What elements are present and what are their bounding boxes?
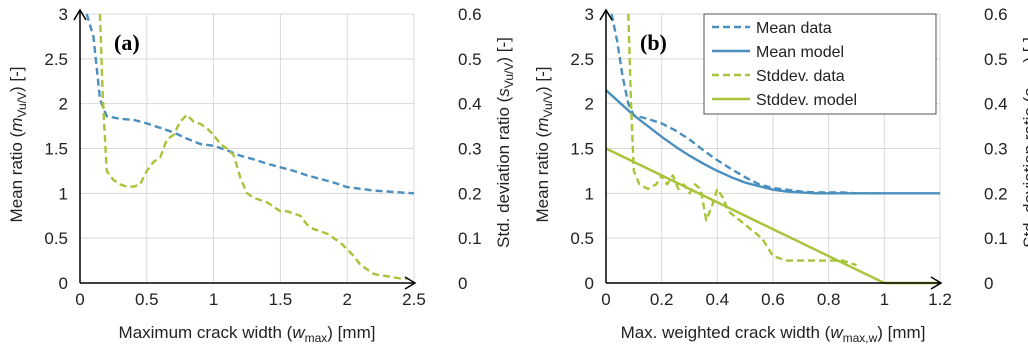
y2-axis-title-post: ) [-]	[494, 37, 513, 63]
y2-tick-label: 0.3	[984, 140, 1008, 159]
x-axis-arrow	[404, 276, 417, 290]
y-axis-title-pre: Mean ratio (	[7, 131, 26, 222]
x-axis-title-pre: Maximum crack width (	[119, 323, 293, 342]
y-tick-label: 0	[59, 274, 68, 293]
y2-tick-label: 0	[984, 274, 993, 293]
y-axis-title-pre: Mean ratio (	[533, 131, 552, 222]
y2-axis-title: Std. deviation ratio (sVu/V) [-]	[494, 37, 516, 248]
y2-axis-title-pre: Std. deviation ratio (	[1020, 96, 1028, 248]
y-axis-title-var: m	[533, 118, 552, 132]
y-tick-label: 2	[59, 95, 68, 114]
legend-label-stddev_data: Stddev. data	[756, 68, 845, 85]
x-tick-label: 1	[880, 290, 889, 309]
x-axis-title: Maximum crack width (wmax) [mm]	[119, 323, 376, 345]
y-tick-label: 3	[59, 5, 68, 24]
y2-tick-label: 0	[458, 274, 467, 293]
x-tick-label: 0.4	[706, 290, 730, 309]
panel-label: (a)	[114, 30, 140, 55]
y2-tick-label: 0.4	[458, 95, 482, 114]
panel-b: 0 0.2 0.4 0.6 0.8 1 1.2 0 0.5 1 1.5 2 2.5 3 0 0.1 0.2 0.3…	[533, 5, 1028, 345]
x-axis-title-sub: max,w	[843, 331, 878, 345]
series-line-mean_model	[605, 89, 940, 195]
y-tick-label: 3	[585, 5, 594, 24]
y2-axis-title-post: ) [-]	[1020, 37, 1028, 63]
y2-tick-label: 0.4	[984, 95, 1008, 114]
y-axis-arrow	[599, 8, 613, 21]
x-tick-label: 1.2	[928, 290, 952, 309]
x-tick-label: 0	[601, 290, 610, 309]
y-axis-title-var: m	[7, 118, 26, 132]
y-axis-title-sub: Vu/V	[541, 92, 555, 118]
x-axis-title-var: w	[830, 323, 844, 342]
y-tick-label: 0.5	[44, 229, 68, 248]
y2-tick-label: 0.6	[458, 5, 482, 24]
x-tick-label: 0.6	[761, 290, 785, 309]
y-tick-label: 0.5	[570, 229, 594, 248]
x-axis-title-var: w	[292, 323, 306, 342]
x-tick-label: 2.5	[402, 290, 426, 309]
y2-axis-title-var: s	[494, 88, 513, 97]
y-axis-title: Mean ratio (mVu/V) [-]	[7, 67, 29, 223]
y-axis-title: Mean ratio (mVu/V) [-]	[533, 67, 555, 223]
x-axis-title-pre: Max. weighted crack width (	[621, 323, 831, 342]
x-tick-label: 2	[342, 290, 351, 309]
y2-tick-label: 0.5	[458, 50, 482, 69]
legend-label-mean_model: Mean model	[756, 44, 844, 61]
x-tick-label: 1.5	[269, 290, 293, 309]
y-tick-label: 1.5	[44, 140, 68, 159]
legend-box	[703, 13, 937, 115]
y2-tick-label: 0.2	[458, 184, 482, 203]
series-line-mean_data	[85, 13, 415, 195]
x-tick-label: 1	[209, 290, 218, 309]
y-axis-arrow	[73, 8, 87, 21]
x-axis-title-sub: max	[305, 331, 328, 345]
y-tick-label: 2.5	[44, 50, 68, 69]
y2-axis-title: Std. deviation ratio (sVu/V) [-]	[1020, 37, 1028, 248]
legend-label-mean_data: Mean data	[756, 20, 832, 37]
x-axis-title: Max. weighted crack width (wmax,w) [mm]	[621, 323, 926, 345]
y-tick-label: 1.5	[570, 140, 594, 159]
x-axis-title-post: ) [mm]	[877, 323, 925, 342]
legend-label-stddev_model: Stddev. model	[756, 92, 857, 109]
y-tick-label: 2.5	[570, 50, 594, 69]
y2-tick-label: 0.5	[984, 50, 1008, 69]
x-tick-label: 0	[75, 290, 84, 309]
y2-tick-label: 0.1	[458, 229, 482, 248]
y-tick-label: 0	[585, 274, 594, 293]
y-axis-title-sub: Vu/V	[15, 92, 29, 118]
y2-axis-title-sub: Vu/V	[502, 63, 516, 89]
y-axis-title-post: ) [-]	[7, 67, 26, 93]
y-axis-title-post: ) [-]	[533, 67, 552, 93]
y-tick-label: 2	[585, 95, 594, 114]
panel-label: (b)	[640, 30, 667, 55]
x-tick-label: 0.2	[650, 290, 674, 309]
y2-tick-label: 0.3	[458, 140, 482, 159]
y2-axis-title-pre: Std. deviation ratio (	[494, 96, 513, 248]
x-tick-label: 0.5	[135, 290, 159, 309]
x-tick-label: 0.8	[817, 290, 841, 309]
y-tick-label: 1	[59, 184, 68, 203]
y2-axis-title-var: s	[1020, 88, 1028, 97]
panel-a: 0 0.5 1 1.5 2 2.5 0 0.5 1 1.5 2 2.5 3 0 0.1 0.2 0.3 0.4 0.…	[7, 5, 516, 345]
x-axis-title-post: ) [mm]	[327, 323, 375, 342]
y-tick-label: 1	[585, 184, 594, 203]
x-axis-arrow	[930, 276, 943, 290]
series-line-stddev_data	[98, 13, 408, 280]
y2-tick-label: 0.1	[984, 229, 1008, 248]
y2-tick-label: 0.2	[984, 184, 1008, 203]
y2-tick-label: 0.6	[984, 5, 1008, 24]
